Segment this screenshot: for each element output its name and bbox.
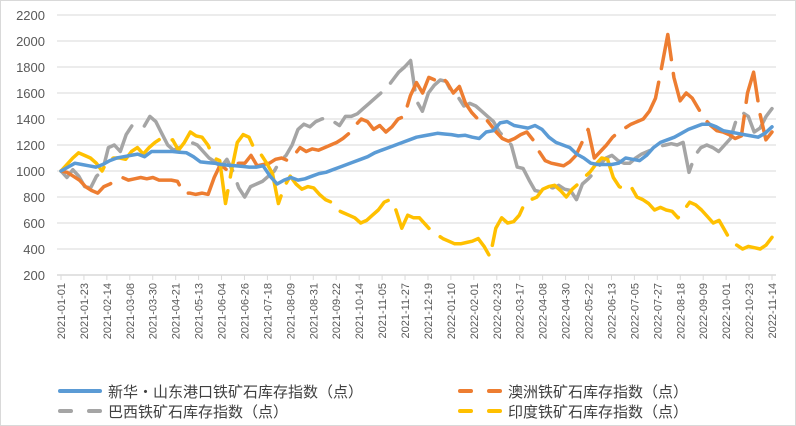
y-tick-label: 1400 [16,112,45,127]
x-tick-label: 2021-09-22 [331,283,343,339]
x-axis: 2021-01-01 2021-01-23 2021-02-14 2021-03-08… [56,274,779,339]
legend-swatch-dashed [58,409,102,413]
legend-item-shandong: 新华・山东港口铁矿石库存指数（点） [58,381,363,401]
x-tick-label: 2022-02-23 [492,283,504,339]
x-tick-label: 2022-06-13 [606,283,618,339]
y-tick-label: 600 [23,216,45,231]
x-tick-label: 2021-06-04 [217,283,229,339]
x-tick-label: 2022-03-17 [515,283,527,339]
x-tick-label: 2021-03-30 [148,283,160,339]
x-tick-label: 2022-07-05 [629,283,641,339]
y-tick-label: 200 [23,268,45,283]
y-tick-label: 800 [23,190,45,205]
x-tick-label: 2021-11-05 [377,283,389,338]
x-tick-label: 2022-04-30 [561,283,573,339]
x-tick-label: 2022-05-22 [584,283,596,339]
series-line [59,130,774,259]
x-tick-label: 2021-04-21 [171,283,183,339]
y-tick-label: 1000 [16,164,45,179]
gridlines [57,14,776,250]
series-line [59,32,774,197]
x-tick-label: 2021-12-19 [423,283,435,339]
x-tick-label: 2022-07-27 [652,283,664,339]
x-tick-label: 2021-03-08 [125,283,137,339]
legend-item-india: 印度铁矿石库存指数（点） [458,401,688,421]
x-tick-label: 2022-04-08 [538,283,550,339]
series-line [59,119,774,186]
line-chart: 200 400 600 800 1000 1200 1400 1600 1800 2000 2200… [16,8,779,339]
x-tick-label: 2021-02-14 [102,283,114,339]
x-tick-label: 2022-10-23 [744,283,756,339]
legend-label: 印度铁矿石库存指数（点） [508,402,689,421]
legend-swatch-dashed [458,389,502,393]
legend-item-brazil: 巴西铁矿石库存指数（点） [58,401,288,421]
x-tick-label: 2021-11-27 [400,283,412,338]
x-tick-label: 2021-05-13 [194,283,206,339]
y-tick-label: 1600 [16,86,45,101]
y-tick-label: 2200 [16,8,45,23]
series-lines [59,32,774,259]
x-tick-label: 2022-08-18 [675,283,687,339]
y-tick-label: 400 [23,242,45,257]
legend-item-australia: 澳洲铁矿石库存指数（点） [458,381,688,401]
legend-swatch-dashed [458,409,502,413]
legend-label: 巴西铁矿石库存指数（点） [108,402,289,421]
y-tick-label: 1800 [16,60,45,75]
x-tick-label: 2021-10-14 [354,283,366,339]
y-tick-label: 1200 [16,138,45,153]
x-tick-label: 2022-01-10 [446,283,458,339]
x-tick-label: 2021-08-09 [285,283,297,339]
x-tick-label: 2021-07-18 [262,283,274,339]
y-axis: 200 400 600 800 1000 1200 1400 1600 1800 2000 2200 [16,8,45,283]
x-tick-label: 2022-02-01 [469,283,481,339]
x-tick-label: 2021-01-01 [56,283,68,339]
x-tick-label: 2021-01-23 [79,283,91,339]
x-tick-label: 2022-09-09 [698,283,710,339]
x-tick-label: 2021-08-31 [308,283,320,339]
x-tick-label: 2022-10-01 [721,283,733,339]
x-tick-label: 2021-06-26 [239,283,251,339]
legend-label: 澳洲铁矿石库存指数（点） [508,382,689,401]
y-tick-label: 2000 [16,34,45,49]
x-tick-label: 2022-11-14 [767,283,779,338]
legend-label: 新华・山东港口铁矿石库存指数（点） [108,382,364,401]
legend-swatch-solid [58,389,102,393]
